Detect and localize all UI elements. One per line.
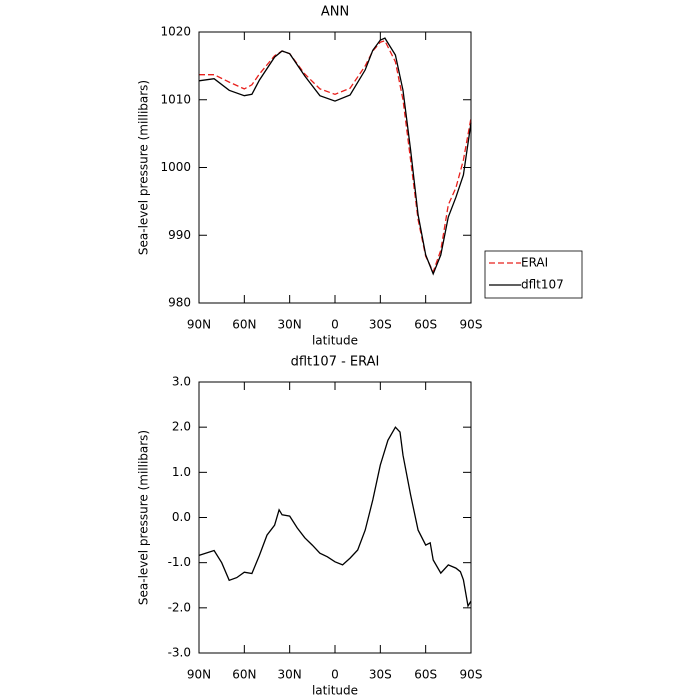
y-axis-label: Sea-level pressure (millibars) <box>137 430 151 605</box>
y-tick-label: 980 <box>168 296 191 310</box>
y-tick-label: 990 <box>168 228 191 242</box>
x-tick-label: 0 <box>331 668 339 682</box>
y-tick-label: 1020 <box>160 25 191 39</box>
x-tick-label: 90S <box>460 668 483 682</box>
legend-label: ERAI <box>521 256 548 270</box>
y-axis-label: Sea-level pressure (millibars) <box>137 80 151 255</box>
x-tick-label: 30S <box>369 668 392 682</box>
x-tick-label: 30S <box>369 318 392 332</box>
plot-frame <box>198 381 472 654</box>
y-tick-label: 1010 <box>160 92 191 106</box>
line <box>198 426 472 608</box>
y-tick-label: 1000 <box>160 160 191 174</box>
x-axis-label: latitude <box>312 684 358 698</box>
x-tick-label: 90S <box>460 318 483 332</box>
y-tick-label: 2.0 <box>172 420 191 434</box>
x-tick-label: 0 <box>331 318 339 332</box>
x-tick-label: 90N <box>187 318 211 332</box>
legend-label: dflt107 <box>521 278 564 292</box>
y-tick-label: 1.0 <box>172 465 191 479</box>
x-tick-label: 60N <box>232 318 256 332</box>
x-tick-label: 60N <box>232 668 256 682</box>
x-axis-label: latitude <box>312 334 358 348</box>
x-tick-label: 60S <box>414 318 437 332</box>
chart-title: dflt107 - ERAI <box>291 355 380 370</box>
y-tick-label: -2.0 <box>168 600 191 614</box>
x-tick-label: 60S <box>414 668 437 682</box>
chart-title: ANN <box>321 5 349 20</box>
x-tick-label: 90N <box>187 668 211 682</box>
y-tick-label: -3.0 <box>168 646 191 660</box>
legend-box <box>484 250 583 299</box>
y-tick-label: 0.0 <box>172 510 191 524</box>
x-tick-label: 30N <box>278 318 302 332</box>
x-tick-label: 30N <box>278 668 302 682</box>
line <box>198 37 472 276</box>
plot-frame <box>198 31 472 304</box>
y-tick-label: -1.0 <box>168 555 191 569</box>
y-tick-label: 3.0 <box>172 375 191 389</box>
line <box>199 40 472 274</box>
